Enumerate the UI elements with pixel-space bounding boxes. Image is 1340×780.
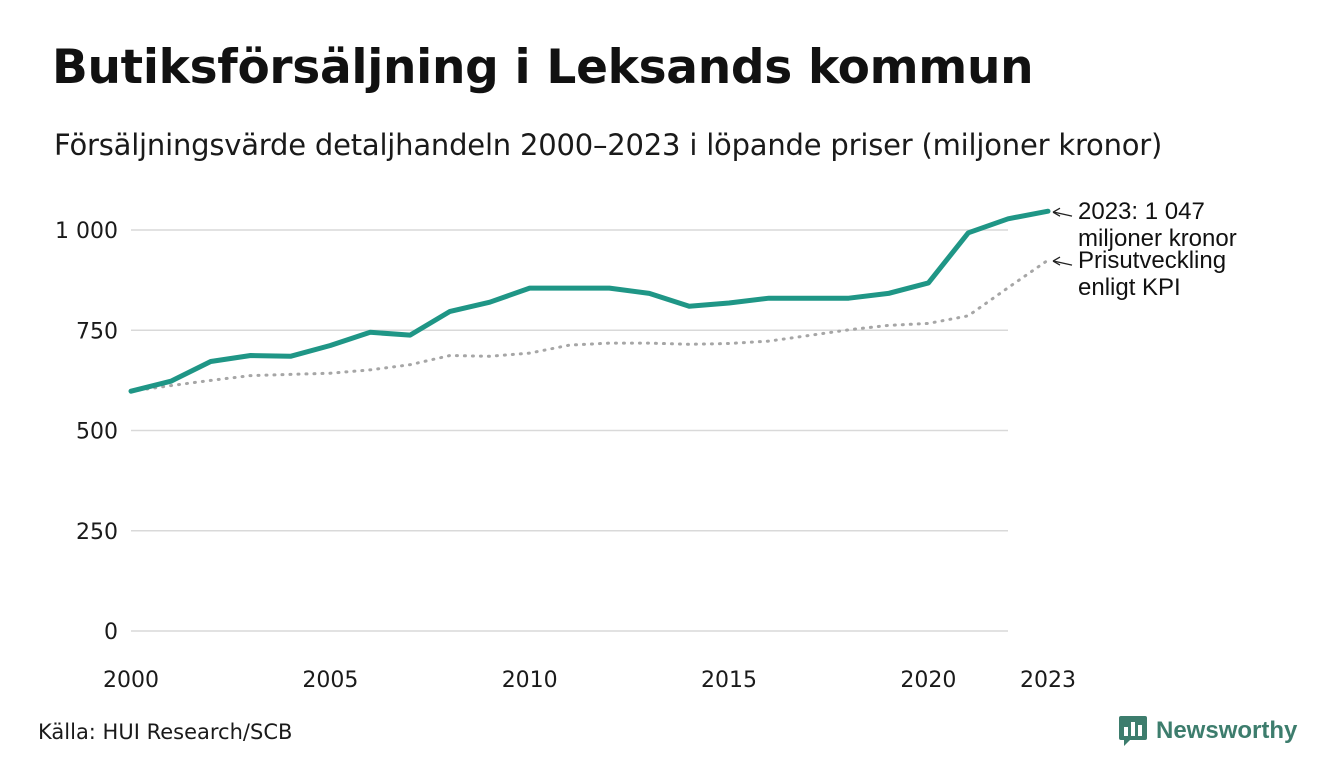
annotation-arrowhead: [1052, 207, 1061, 217]
series-line-sales: [128, 208, 1051, 394]
y-tick-label: 1 000: [55, 219, 118, 244]
annotation-arrow: [1053, 211, 1073, 217]
annotation-text: Prisutveckling: [1078, 247, 1226, 274]
x-tick-label: 2005: [302, 668, 358, 693]
x-tick-label: 2020: [900, 668, 956, 693]
brand-logo: Newsworthy: [1118, 714, 1297, 748]
x-axis-ticks: 2000 2005 2010 2015 2020 2023: [103, 668, 1076, 693]
annotation-text: 2023: 1 047: [1078, 198, 1205, 225]
annotation-text: miljoner kronor: [1078, 225, 1237, 252]
annotation-arrow: [1053, 260, 1073, 266]
x-tick-label: 2015: [701, 668, 757, 693]
y-tick-label: 0: [104, 620, 118, 645]
chart-subtitle: Försäljningsvärde detaljhandeln 2000–202…: [54, 128, 1163, 162]
x-tick-label: 2010: [502, 668, 558, 693]
series-lines: [128, 208, 1051, 394]
gridlines: [131, 229, 1008, 632]
brand-name: Newsworthy: [1156, 717, 1298, 744]
chart-title: Butiksförsäljning i Leksands kommun: [52, 40, 1034, 95]
newsworthy-logo-icon: [1119, 716, 1147, 746]
y-axis-ticks: 0 250 500 750 1 000: [55, 219, 118, 645]
series-line-kpi: [129, 258, 1050, 393]
x-tick-label: 2000: [103, 668, 159, 693]
y-tick-label: 500: [76, 420, 118, 445]
annotation-arrowhead: [1052, 256, 1061, 266]
annotation-text: enligt KPI: [1078, 274, 1181, 301]
source-note: Källa: HUI Research/SCB: [38, 720, 293, 744]
x-tick-label: 2023: [1020, 668, 1076, 693]
y-tick-label: 750: [76, 319, 118, 344]
y-tick-label: 250: [76, 520, 118, 545]
